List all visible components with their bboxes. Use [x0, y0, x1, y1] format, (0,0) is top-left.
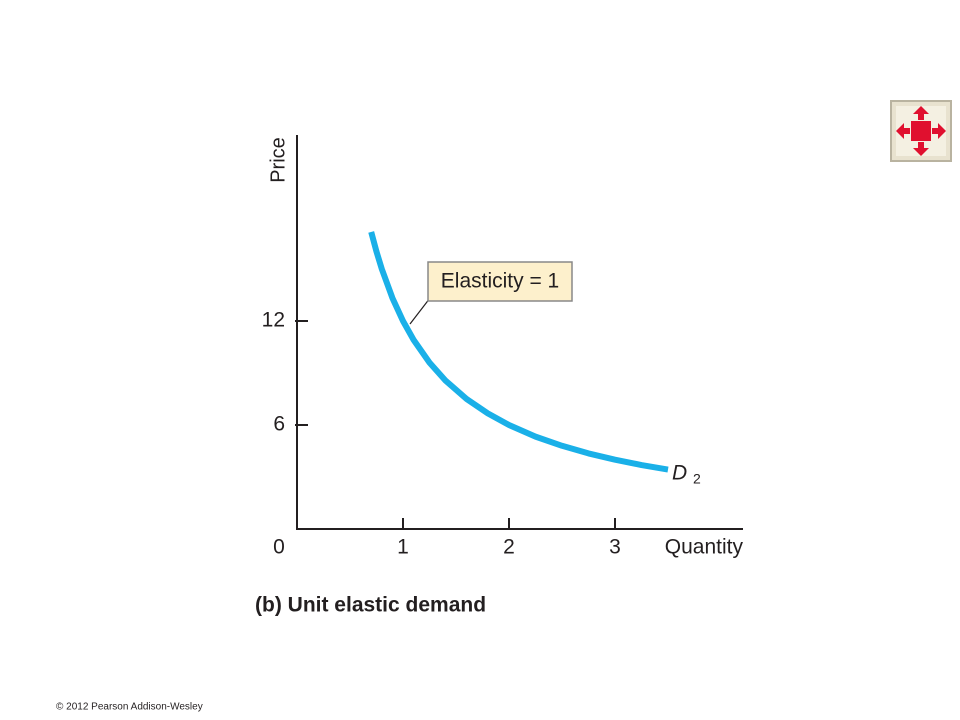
leader-line: [409, 297, 431, 325]
x-tick-label: 2: [503, 536, 515, 559]
chart-title: (b) Unit elastic demand: [255, 594, 486, 617]
curve-label: D: [672, 462, 687, 485]
x-tick-label: 0: [273, 536, 285, 559]
x-tick-label: 1: [397, 536, 409, 559]
y-tick-label: 6: [273, 413, 285, 436]
copyright: © 2012 Pearson Addison-Wesley: [56, 702, 203, 713]
expand-button[interactable]: [890, 100, 952, 162]
curve-label-subscript: 2: [693, 471, 701, 487]
y-axis-label: Price: [267, 137, 289, 183]
annotation: Elasticity = 1: [441, 270, 559, 293]
x-axis-label: Quantity: [665, 536, 744, 559]
demand-curve: [368, 231, 669, 473]
x-tick-label: 3: [609, 536, 621, 559]
annotation-box: [427, 261, 573, 302]
y-tick-label: 12: [262, 309, 285, 332]
